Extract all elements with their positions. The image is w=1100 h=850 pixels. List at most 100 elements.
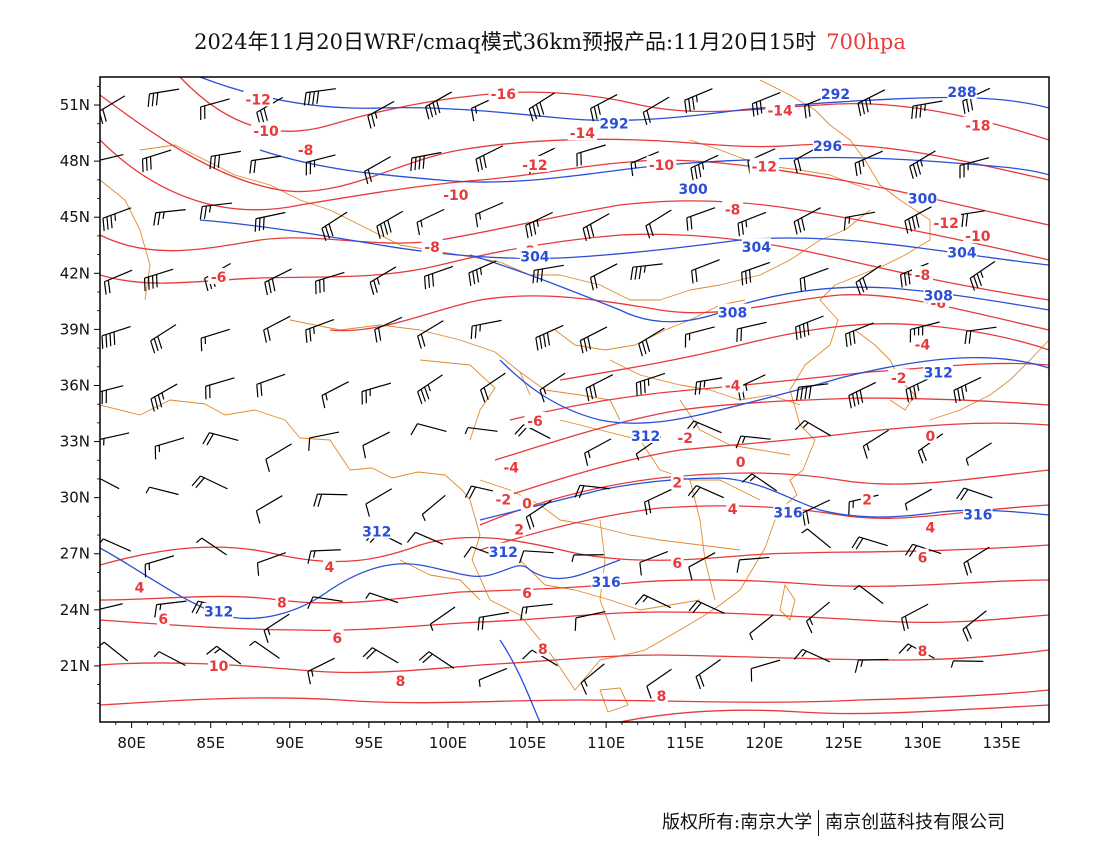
- geopotential-label-bg: [923, 363, 954, 380]
- wind-barb: [642, 96, 670, 126]
- copyright-right: 南京创蓝科技有限公司: [825, 812, 1006, 833]
- lat-tick-label: 39N: [60, 320, 90, 338]
- inner-border-2: [419, 359, 496, 441]
- wind-barb: [854, 658, 889, 673]
- temperature-label-bg: [492, 490, 514, 507]
- temperature-contour-label: -12: [752, 160, 777, 176]
- wind-barb: [365, 488, 392, 517]
- temperature-label-bg: [421, 238, 443, 255]
- wind-barb: [374, 316, 403, 343]
- temperature-contour-label: -10: [965, 229, 991, 245]
- temperature-contour-label: 8: [396, 674, 406, 690]
- temperature-label-bg: [524, 412, 546, 428]
- geopotential-label-bg: [591, 572, 621, 589]
- wind-barb: [369, 266, 397, 295]
- wind-barb: [582, 213, 610, 242]
- footer-separator: [818, 810, 820, 836]
- temp-line: [509, 362, 1049, 421]
- temperature-label-bg: [251, 122, 281, 139]
- geopotential-label-bg: [678, 180, 708, 197]
- geopotential-label-bg: [488, 542, 519, 559]
- wind-barb: [143, 268, 174, 292]
- inner-border-3: [519, 371, 621, 421]
- geopotential-label-bg: [820, 84, 851, 101]
- wind-barb: [525, 211, 553, 239]
- temperature-contour-label: -14: [767, 104, 793, 120]
- wind-barb: [736, 321, 767, 342]
- wind-barb: [206, 645, 242, 665]
- wind-barb: [475, 201, 504, 228]
- temperature-label-bg: [275, 593, 289, 610]
- temp-line: [100, 579, 1049, 604]
- lat-tick-label: 33N: [60, 433, 90, 451]
- longitude-axis: 80E 85E 90E 95E 100E 105E 110E 115E 120E 125E 130E…: [115, 722, 1034, 752]
- wind-barb: [638, 327, 665, 357]
- wind-barb: [857, 89, 886, 117]
- wind-barb: [904, 206, 932, 234]
- geopotential-label-bg: [963, 505, 993, 522]
- wind-barb: [965, 442, 992, 466]
- geopotential-label-bg: [520, 247, 550, 264]
- geopotential-label-bg: [947, 82, 977, 99]
- lon-tick-label: 95E: [355, 734, 384, 752]
- wind-barb: [576, 144, 606, 167]
- wind-barb: [848, 381, 877, 409]
- wind-barb: [263, 613, 290, 644]
- wind-barb: [801, 528, 831, 549]
- wind-barb: [695, 658, 721, 690]
- wind-barb: [200, 328, 230, 352]
- wind-barb: [150, 383, 178, 412]
- geopotential-contour-label: 292: [599, 117, 628, 133]
- temperature-label-bg: [567, 124, 598, 141]
- geopotential-contour-label: 292: [821, 87, 850, 103]
- wind-barb: [153, 209, 186, 226]
- wind-barb: [690, 154, 719, 181]
- wind-barb: [199, 202, 233, 220]
- wind-barb: [793, 648, 831, 663]
- wind-barb: [362, 647, 399, 664]
- wind-barb: [799, 267, 829, 292]
- wind-barb: [584, 438, 612, 466]
- temperature-contour-label: 10: [209, 659, 229, 675]
- wind-barb: [750, 659, 781, 682]
- gph-line: [199, 219, 1049, 266]
- inner-border-8: [519, 559, 701, 611]
- lat-tick-label: 30N: [60, 489, 90, 507]
- temperature-label-bg: [911, 335, 933, 352]
- geopotential-contour-label: 304: [947, 246, 976, 262]
- wind-barb: [684, 326, 715, 348]
- wind-barb: [539, 372, 566, 403]
- wind-barb: [962, 610, 987, 642]
- wind-barb: [851, 536, 888, 550]
- wind-barb: [154, 437, 185, 460]
- wind-barb: [255, 495, 283, 524]
- wind-barb: [321, 381, 349, 409]
- wind-barb: [969, 260, 996, 291]
- temperature-contour-label: -2: [496, 493, 512, 509]
- temperature-label-bg: [157, 610, 170, 627]
- temperature-label-bg: [208, 656, 230, 673]
- wind-barb: [153, 651, 186, 667]
- wind-barb: [308, 431, 340, 451]
- temperature-contour-label: -8: [725, 203, 741, 219]
- temperature-contour-label: 4: [324, 560, 334, 576]
- geopotential-label-bg: [741, 238, 772, 255]
- wind-barb: [688, 600, 725, 614]
- temperature-contour-label: -12: [934, 216, 959, 232]
- wind-barb: [196, 537, 227, 556]
- temperature-contour-label: 6: [158, 612, 168, 628]
- temperature-label-bg: [500, 458, 522, 475]
- wind-barb: [844, 322, 874, 348]
- temperature-contour-label: 4: [135, 580, 145, 596]
- wind-barb: [574, 484, 610, 499]
- temperature-contour-label: -8: [298, 143, 314, 159]
- temperature-contour-label: 2: [862, 493, 872, 509]
- wind-barb: [646, 668, 672, 699]
- geopotential-label-bg: [630, 426, 661, 443]
- temperature-label-bg: [671, 473, 684, 490]
- geopotential-label-bg: [812, 137, 843, 154]
- temp-line: [100, 233, 1049, 301]
- temperature-label-bg: [765, 101, 795, 118]
- lat-tick-label: 21N: [60, 657, 90, 675]
- temperature-label-bg: [963, 116, 993, 133]
